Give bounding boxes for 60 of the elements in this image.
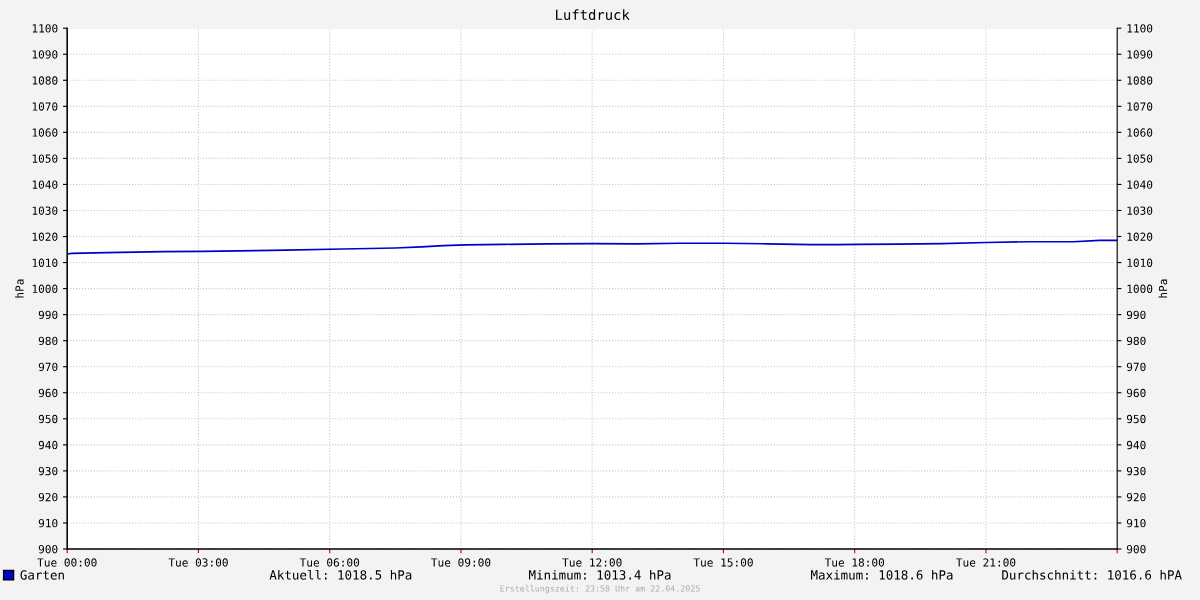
chart-title: Luftdruck [556, 9, 630, 21]
y2-tick-label: 990 [1126, 310, 1146, 320]
y-tick-label: 1090 [32, 50, 58, 59]
legend-label: Garten [20, 570, 64, 580]
text: Durchschnitt: 1016.6 hPA [1002, 569, 1182, 580]
y2-tick-label: 1100 [1127, 24, 1153, 33]
y2-tick-label: 930 [1126, 466, 1146, 476]
y2-tick-label: 1050 [1127, 154, 1153, 163]
y-tick-label: 960 [38, 388, 58, 398]
y-tick-label: 1000 [32, 284, 58, 294]
y2-tick-label: 1070 [1127, 102, 1153, 111]
y-tick-label: 1050 [32, 154, 58, 163]
y2-tick-label: 900 [1126, 545, 1146, 554]
x-tick-label: Tue 00:00 [37, 558, 97, 567]
y2-tick-label: 1060 [1127, 128, 1153, 137]
y2-tick-label: 980 [1126, 336, 1146, 346]
x-tick-label: Tue 18:00 [824, 558, 885, 567]
y2-axis-title: hPa [1158, 279, 1168, 298]
y-tick-label: 1100 [32, 24, 58, 33]
y2-tick-label: 910 [1126, 518, 1146, 528]
y-tick-label: 1010 [32, 258, 58, 267]
y-tick-label: 990 [38, 310, 58, 320]
y-tick-label: 950 [38, 414, 58, 424]
y-tick-label: 930 [38, 466, 58, 476]
y-tick-label: 1030 [32, 206, 58, 215]
y-tick-label: 970 [38, 362, 58, 372]
y2-tick-label: 970 [1126, 362, 1146, 372]
y2-tick-label: 1000 [1127, 284, 1153, 294]
y-tick-label: 910 [38, 518, 58, 528]
x-tick-label: Tue 03:00 [168, 558, 228, 567]
y-tick-label: 1060 [32, 128, 58, 137]
y2-tick-label: 960 [1126, 388, 1146, 398]
y-tick-label: 1020 [32, 232, 58, 241]
x-tick-label: Tue 12:00 [562, 558, 622, 567]
text: Maximum: 1018.6 hPa [811, 569, 953, 580]
y-tick-label: 1080 [32, 76, 58, 85]
text: Aktuell: 1018.5 hPa [269, 569, 412, 580]
y2-tick-label: 1030 [1127, 206, 1153, 215]
y-tick-label: 940 [38, 440, 58, 450]
y2-tick-label: 1080 [1127, 76, 1153, 85]
y2-tick-label: 940 [1126, 440, 1146, 450]
x-tick-label: Tue 06:00 [299, 558, 360, 567]
y-axis-title: hPa [15, 279, 24, 298]
x-tick-label: Tue 21:00 [956, 558, 1016, 567]
line-series [67, 239, 1118, 255]
x-tick-label: Tue 15:00 [693, 558, 753, 567]
text: Minimum: 1013.4 hPa [529, 569, 671, 580]
y-tick-label: 920 [38, 492, 58, 502]
x-tick-label: Tue 09:00 [431, 558, 491, 567]
y2-tick-label: 1010 [1127, 258, 1153, 267]
y2-tick-label: 920 [1126, 492, 1146, 502]
y-tick-label: 1070 [32, 102, 58, 111]
y-tick-label: 980 [38, 336, 58, 346]
text: Erstellungszeit: 23:58 Uhr am 22.04.2025 [500, 585, 700, 594]
y-tick-label: 1040 [32, 180, 58, 189]
y-tick-label: 900 [38, 545, 58, 554]
y2-tick-label: 1020 [1127, 232, 1153, 241]
y2-tick-label: 950 [1126, 414, 1146, 424]
y2-tick-label: 1040 [1127, 180, 1153, 189]
y2-tick-label: 1090 [1127, 50, 1153, 59]
